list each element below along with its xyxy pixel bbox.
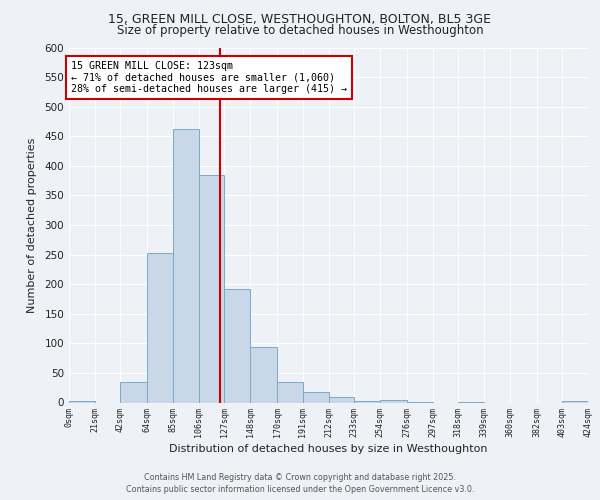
Y-axis label: Number of detached properties: Number of detached properties (28, 138, 37, 312)
Bar (277, 382, 303, 402)
Bar (250, 348, 277, 403)
Bar (224, 290, 250, 403)
X-axis label: Distribution of detached houses by size in Westhoughton: Distribution of detached houses by size … (169, 444, 488, 454)
Text: 15 GREEN MILL CLOSE: 123sqm
← 71% of detached houses are smaller (1,060)
28% of : 15 GREEN MILL CLOSE: 123sqm ← 71% of det… (71, 60, 347, 94)
Bar (354, 400, 380, 402)
Bar (380, 400, 407, 402)
Text: 15, GREEN MILL CLOSE, WESTHOUGHTON, BOLTON, BL5 3GE: 15, GREEN MILL CLOSE, WESTHOUGHTON, BOLT… (109, 12, 491, 26)
Bar (148, 253, 173, 402)
Bar (199, 174, 224, 402)
Text: Contains HM Land Registry data © Crown copyright and database right 2025.
Contai: Contains HM Land Registry data © Crown c… (126, 472, 474, 494)
Bar (121, 382, 148, 402)
Bar (562, 400, 588, 402)
Bar (303, 392, 329, 402)
Bar (173, 129, 199, 402)
Bar (329, 396, 354, 402)
Text: Size of property relative to detached houses in Westhoughton: Size of property relative to detached ho… (116, 24, 484, 37)
